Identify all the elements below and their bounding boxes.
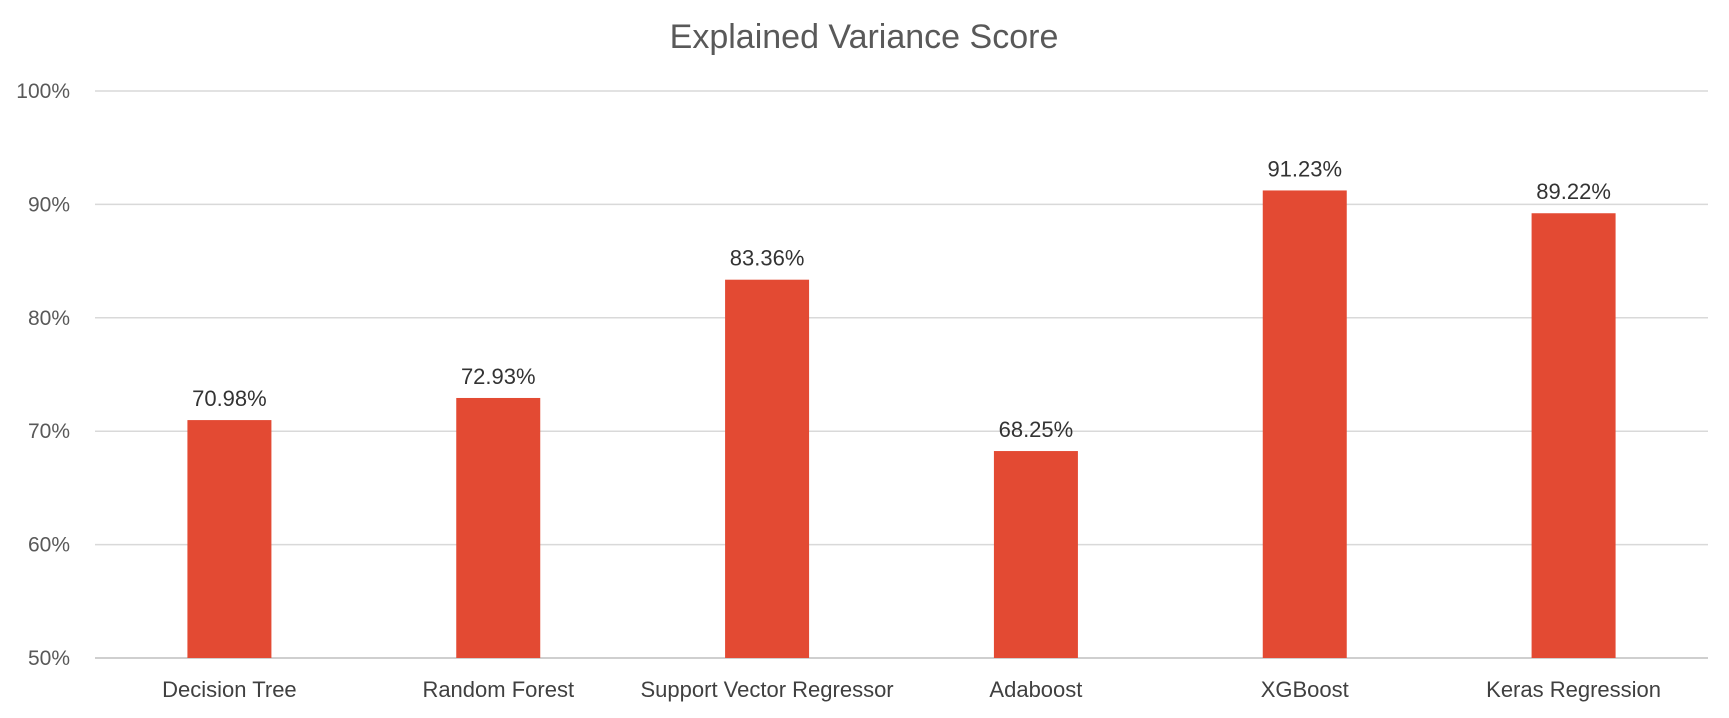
data-label: 72.93% <box>461 364 536 389</box>
chart-title: Explained Variance Score <box>670 18 1059 56</box>
y-tick-label: 90% <box>28 193 70 216</box>
bar <box>725 279 810 658</box>
data-label: 70.98% <box>192 386 267 411</box>
y-tick-label: 50% <box>28 647 70 670</box>
data-label: 91.23% <box>1267 156 1342 181</box>
x-tick-label: Adaboost <box>989 677 1082 702</box>
y-tick-label: 70% <box>28 420 70 443</box>
bar <box>187 420 272 658</box>
bars <box>187 190 1616 659</box>
bar <box>993 451 1078 658</box>
data-labels: 70.98% 72.93% 83.36% 68.25% 91.23% 89.22% <box>192 156 1611 442</box>
bar <box>1262 190 1347 659</box>
x-axis-ticks: Decision Tree Random Forest Support Vector… <box>162 677 1661 702</box>
y-axis-ticks: 50% 60% 70% 80% 90% 100% <box>16 80 70 670</box>
y-tick-label: 100% <box>16 80 70 103</box>
x-tick-label: XGBoost <box>1261 677 1349 702</box>
bar <box>456 397 541 658</box>
gridlines <box>95 90 1708 659</box>
data-label: 83.36% <box>730 246 805 271</box>
data-label: 68.25% <box>999 417 1074 442</box>
y-tick-label: 60% <box>28 534 70 557</box>
x-tick-label: Keras Regression <box>1486 677 1661 702</box>
x-tick-label: Random Forest <box>422 677 574 702</box>
data-label: 89.22% <box>1536 179 1611 204</box>
y-tick-label: 80% <box>28 307 70 330</box>
x-tick-label: Support Vector Regressor <box>641 677 894 702</box>
x-tick-label: Decision Tree <box>162 677 297 702</box>
bar <box>1531 213 1616 659</box>
